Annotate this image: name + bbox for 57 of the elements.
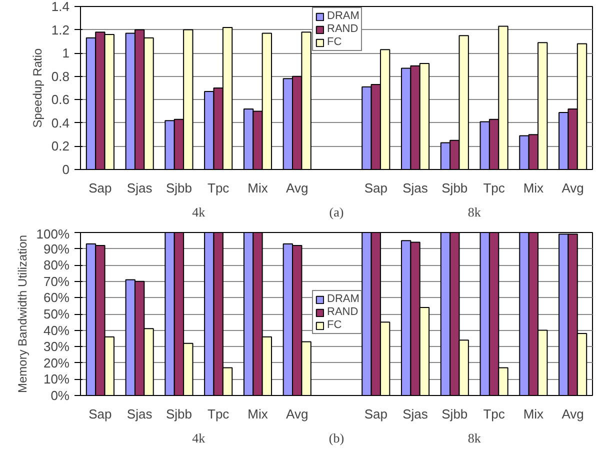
x-tick-label: Mix — [248, 406, 268, 422]
y-tick-label: 90% — [43, 241, 70, 256]
y-tick-label: 0% — [50, 388, 70, 403]
y-tick-label: 80% — [43, 258, 70, 273]
legend-label: RAND — [327, 23, 358, 35]
y-tick-label: 0.2 — [51, 138, 70, 154]
text: 4k — [192, 204, 206, 220]
y-tick-label: 0 — [62, 162, 70, 177]
y-tick-label: 10% — [43, 372, 70, 387]
x-tick-label: Sap — [364, 406, 388, 422]
y-tick-label: 0.6 — [51, 92, 70, 108]
y-tick-label: 30% — [43, 339, 70, 354]
x-tick-label: Mix — [523, 406, 544, 422]
x-tick-label: Sjbb — [442, 180, 468, 196]
x-tick-label: Mix — [523, 180, 544, 196]
y-tick-label: 1.4 — [51, 0, 70, 14]
x-tick-label: Tpc — [483, 180, 506, 196]
legend-label: FC — [327, 319, 343, 331]
y-tick-label: 0.4 — [51, 115, 70, 130]
y-tick-label: 40% — [43, 322, 70, 338]
x-tick-label: Sap — [88, 180, 112, 196]
legend-label: DRAM — [327, 10, 360, 22]
x-tick-label: Sap — [88, 406, 112, 422]
x-tick-label: Tpc — [483, 406, 506, 422]
text: 8k — [468, 204, 482, 220]
x-tick-label: Tpc — [208, 180, 230, 196]
y-tick-label: 1 — [62, 46, 70, 61]
y-tick-label: 20% — [43, 355, 70, 370]
y-axis-title: Speedup Ratio — [30, 48, 44, 128]
text: (a) — [329, 204, 344, 220]
y-tick-label: 0.8 — [51, 68, 70, 84]
x-tick-label: Sjas — [126, 180, 153, 196]
y-axis-title: Memory Bandwidth Utilization — [15, 234, 30, 394]
y-tick-label: 60% — [43, 290, 70, 306]
x-tick-label: Avg — [562, 180, 584, 196]
x-tick-label: Sjas — [126, 406, 153, 422]
x-tick-label: Avg — [562, 406, 584, 422]
x-tick-label: Tpc — [208, 406, 230, 422]
text: (b) — [328, 430, 344, 446]
x-tick-label: Avg — [286, 406, 308, 422]
x-tick-label: Mix — [248, 180, 268, 196]
legend-label: FC — [327, 36, 343, 48]
x-tick-label: Sjas — [402, 180, 428, 196]
x-tick-label: Sjas — [402, 406, 428, 422]
text: 8k — [468, 430, 482, 446]
text: 4k — [192, 430, 206, 446]
y-tick-label: 70% — [43, 274, 70, 289]
legend-label: RAND — [327, 306, 358, 318]
x-tick-label: Sjbb — [166, 406, 192, 422]
x-tick-label: Sap — [364, 180, 388, 196]
x-tick-label: Sjbb — [442, 406, 468, 422]
x-tick-label: Sjbb — [166, 180, 192, 196]
x-tick-label: Avg — [286, 180, 308, 196]
legend-label: DRAM — [327, 293, 360, 305]
y-tick-label: 100% — [36, 226, 70, 242]
y-tick-label: 50% — [43, 306, 70, 322]
y-tick-label: 1.2 — [51, 22, 70, 38]
